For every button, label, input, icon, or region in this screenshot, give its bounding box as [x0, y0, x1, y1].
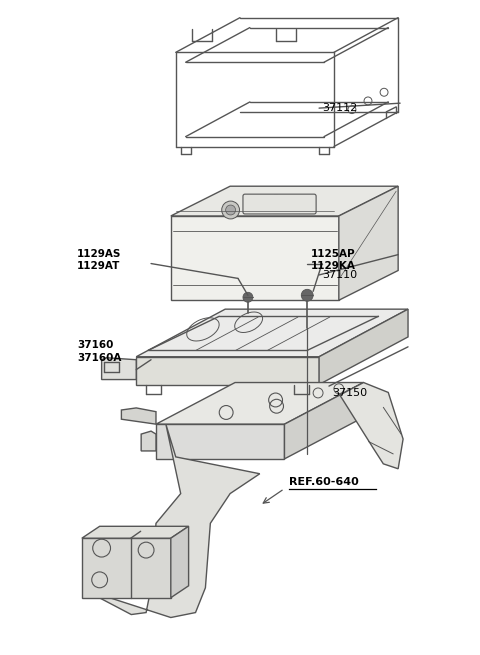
- Circle shape: [267, 195, 285, 213]
- Polygon shape: [171, 186, 398, 216]
- Text: 1129AS: 1129AS: [77, 249, 121, 259]
- Polygon shape: [141, 431, 156, 451]
- Polygon shape: [136, 357, 319, 384]
- Polygon shape: [136, 309, 408, 357]
- Polygon shape: [319, 309, 408, 384]
- Polygon shape: [339, 186, 398, 300]
- Circle shape: [301, 290, 313, 301]
- Circle shape: [226, 205, 236, 215]
- Polygon shape: [87, 424, 260, 618]
- Text: 1129AT: 1129AT: [77, 261, 120, 271]
- Polygon shape: [171, 527, 189, 598]
- Text: 37112: 37112: [322, 103, 357, 113]
- Polygon shape: [285, 383, 363, 459]
- Text: 37110: 37110: [322, 270, 357, 280]
- Circle shape: [271, 199, 281, 209]
- Polygon shape: [156, 383, 363, 424]
- Polygon shape: [171, 216, 339, 300]
- Polygon shape: [82, 527, 189, 538]
- Circle shape: [243, 292, 253, 302]
- Text: 37160A: 37160A: [77, 352, 121, 363]
- Text: 37150: 37150: [332, 388, 367, 398]
- Text: REF.60-640: REF.60-640: [289, 477, 359, 487]
- Circle shape: [222, 201, 240, 219]
- Text: 37160: 37160: [77, 340, 113, 350]
- Text: 1129KA: 1129KA: [311, 261, 356, 271]
- Text: 1125AP: 1125AP: [311, 249, 356, 259]
- FancyBboxPatch shape: [243, 194, 316, 214]
- Polygon shape: [102, 358, 136, 379]
- Polygon shape: [156, 424, 285, 459]
- Polygon shape: [82, 538, 171, 598]
- Polygon shape: [340, 383, 403, 469]
- Polygon shape: [121, 408, 156, 424]
